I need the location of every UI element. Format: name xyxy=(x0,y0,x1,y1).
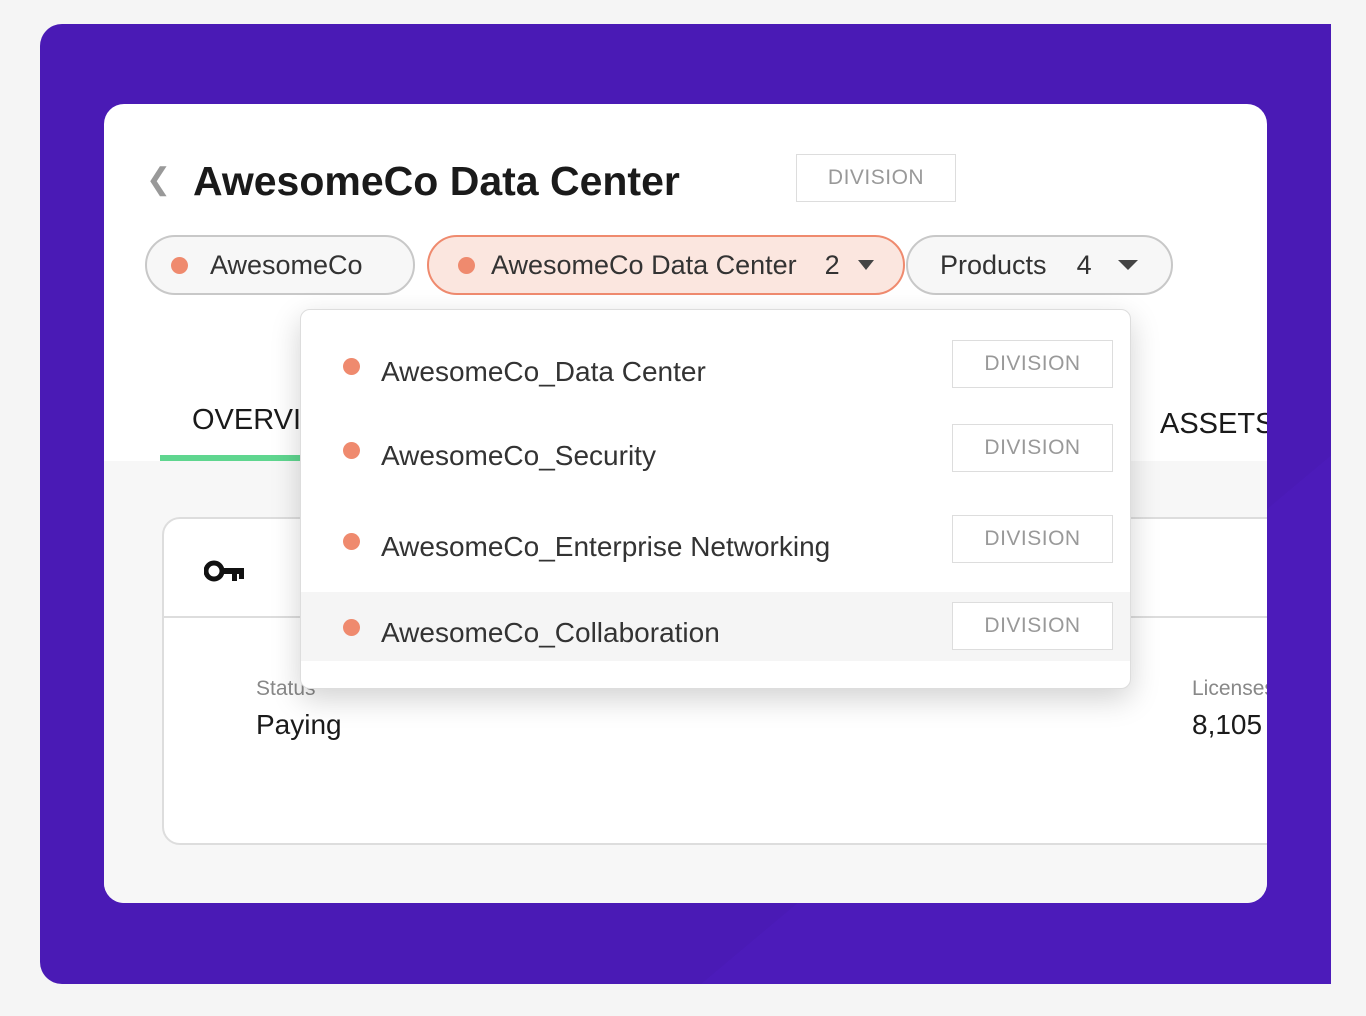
breadcrumb-label: AwesomeCo Data Center xyxy=(491,249,797,280)
status-value: Paying xyxy=(256,709,342,740)
dropdown-item[interactable]: AwesomeCo_Enterprise Networking DIVISION xyxy=(301,513,1130,583)
page-title: AwesomeCo Data Center xyxy=(193,158,680,204)
chevron-down-icon xyxy=(1117,260,1138,270)
breadcrumb-label: AwesomeCo xyxy=(210,249,363,280)
item-name: AwesomeCo_Security xyxy=(381,440,656,471)
breadcrumb-awesomeco[interactable]: AwesomeCo xyxy=(145,235,415,295)
type-badge: DIVISION xyxy=(952,602,1113,650)
dropdown-item[interactable]: AwesomeCo_Security DIVISION xyxy=(301,422,1130,492)
status-dot-icon xyxy=(343,619,360,636)
active-tab-indicator xyxy=(160,455,320,461)
status-dot-icon xyxy=(343,533,360,550)
breadcrumb-count: 2 xyxy=(824,249,840,280)
key-icon xyxy=(204,560,244,582)
type-badge: DIVISION xyxy=(952,515,1113,563)
chevron-down-icon xyxy=(857,260,874,270)
item-name: AwesomeCo_Collaboration xyxy=(381,617,720,648)
dropdown-item-hovered[interactable]: AwesomeCo_Collaboration DIVISION xyxy=(301,592,1130,661)
licenses-label: Licenses xyxy=(1192,677,1267,700)
type-badge: DIVISION xyxy=(952,424,1113,472)
type-badge: DIVISION xyxy=(796,154,956,202)
status-dot-icon xyxy=(343,442,360,459)
back-chevron-icon[interactable]: ❮ xyxy=(146,163,172,196)
tab-assets[interactable]: ASSETS xyxy=(1160,408,1267,440)
division-dropdown-menu: AwesomeCo_Data Center DIVISION AwesomeCo… xyxy=(300,309,1131,689)
item-name: AwesomeCo_Data Center xyxy=(381,356,706,387)
dropdown-item[interactable]: AwesomeCo_Data Center DIVISION xyxy=(301,338,1130,408)
breadcrumb-count: 4 xyxy=(1076,249,1092,280)
status-dot-icon xyxy=(171,256,188,274)
licenses-value: 8,105 xyxy=(1192,709,1263,740)
breadcrumb-label: Products xyxy=(940,249,1047,280)
item-name: AwesomeCo_Enterprise Networking xyxy=(381,531,831,562)
type-badge: DIVISION xyxy=(952,340,1113,388)
main-card: ❮ AwesomeCo Data Center DIVISION Awesome… xyxy=(104,104,1267,903)
status-dot-icon xyxy=(458,256,475,274)
breadcrumb-data-center[interactable]: AwesomeCo Data Center 2 xyxy=(427,235,905,295)
status-dot-icon xyxy=(343,358,360,375)
breadcrumb-products[interactable]: Products 4 xyxy=(906,235,1173,295)
